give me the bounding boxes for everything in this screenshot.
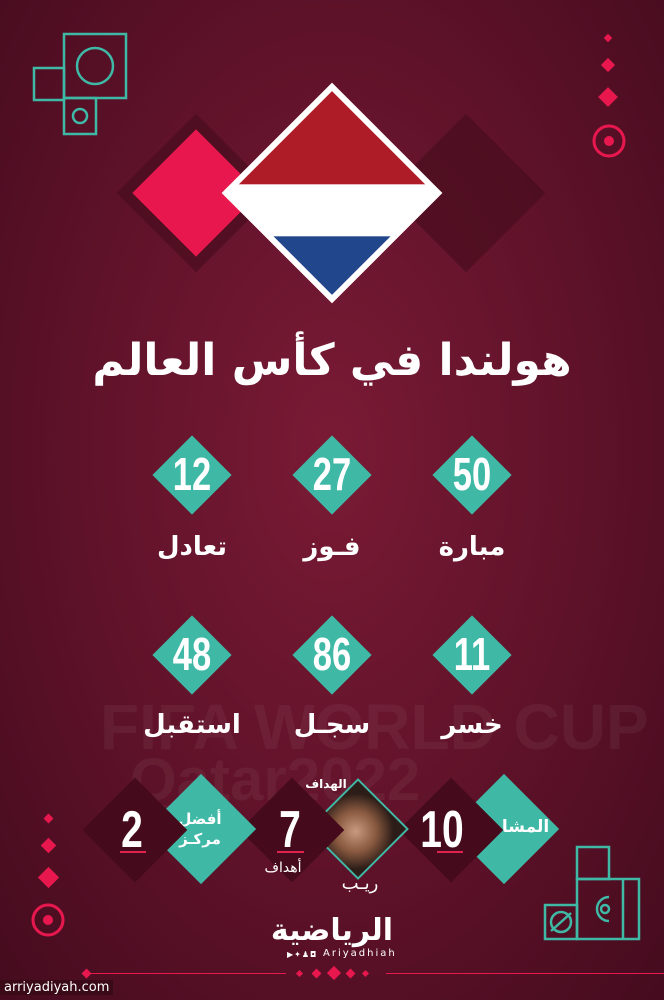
football-icon	[31, 903, 65, 937]
flag-red-stripe	[221, 84, 443, 185]
stat-value: 11	[453, 628, 491, 680]
stat-label: مبارة	[438, 532, 506, 562]
scorer-goals-unit: أهداف	[264, 860, 302, 876]
stat-label: تعادل	[156, 532, 228, 562]
best-position-label-2: مركـز	[179, 830, 221, 848]
brand-handle: Ariyadhiah	[323, 948, 397, 959]
best-position-label-1: أفضل	[178, 810, 222, 828]
stat-label: فـوز	[303, 532, 361, 562]
best-position-value: 2	[121, 801, 143, 859]
decor-diamond	[43, 813, 54, 824]
scorer-caption: الهداف	[305, 777, 347, 791]
football-icon	[592, 124, 626, 158]
underline	[120, 851, 146, 853]
decor-diamond	[598, 87, 618, 107]
brand-logo: الرياضية	[270, 913, 394, 948]
stat-value: 86	[312, 628, 352, 680]
stat-label: سجـل	[293, 710, 371, 740]
decor-diamond	[311, 968, 322, 979]
stat-value: 27	[312, 448, 352, 500]
decor-diamond	[37, 866, 60, 889]
stat-value: 48	[172, 628, 212, 680]
decor-diamond	[600, 57, 616, 73]
underline	[277, 851, 304, 853]
decor-diamond	[603, 33, 613, 43]
decor-diamond	[81, 968, 92, 979]
instagram-icon[interactable]: ◘	[310, 950, 318, 959]
underline	[437, 851, 463, 853]
youtube-icon[interactable]: ▶	[287, 950, 295, 959]
page-title: هولندا في كأس العالم	[92, 335, 572, 386]
flag-blue-stripe	[221, 236, 443, 304]
netherlands-flag	[221, 82, 443, 304]
pitch-icon	[32, 32, 128, 136]
site-url[interactable]: arriyadiyah.com	[0, 980, 114, 995]
decor-diamond	[40, 837, 57, 854]
snapchat-icon[interactable]: ♟	[301, 950, 311, 959]
participations-value: 10	[420, 801, 464, 859]
social-icons: ▶✦♟◘	[287, 950, 317, 959]
scorer-name: ريـب	[341, 873, 379, 894]
pitch-icon	[543, 845, 641, 941]
stat-value: 12	[172, 448, 212, 500]
twitter-icon[interactable]: ✦	[294, 950, 302, 959]
watermark-line1: FIFA WORLD CUP	[100, 691, 649, 763]
footer-divider	[386, 973, 664, 974]
scorer-goals-value: 7	[279, 801, 301, 859]
stat-label: استقبل	[143, 710, 241, 740]
decor-diamond	[295, 969, 304, 978]
decor-diamond	[345, 968, 356, 979]
decor-diamond	[326, 965, 342, 981]
stat-value: 50	[452, 448, 492, 500]
decor-diamond	[361, 969, 370, 978]
stat-label: خسر	[441, 710, 503, 740]
footer-divider	[86, 973, 286, 974]
